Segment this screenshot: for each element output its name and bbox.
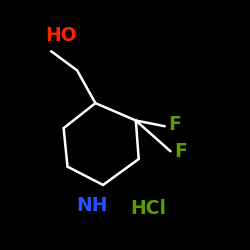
Text: NH: NH [76,196,107,214]
Text: F: F [168,115,181,134]
Text: F: F [174,142,187,161]
Text: HCl: HCl [130,200,166,218]
Text: HO: HO [45,26,76,46]
